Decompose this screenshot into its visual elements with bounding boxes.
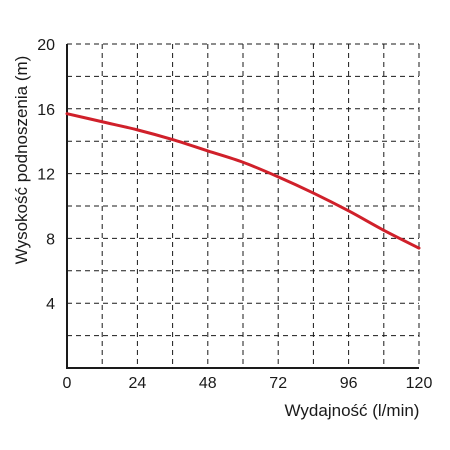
x-tick-label: 24 (129, 375, 147, 392)
y-axis-title: Wysokość podnoszenia (m) (12, 56, 31, 265)
y-tick-label: 8 (46, 231, 55, 248)
x-tick-label: 96 (340, 375, 358, 392)
y-tick-label: 4 (46, 296, 55, 313)
series-line (65, 112, 421, 250)
x-tick-label: 120 (406, 375, 433, 392)
x-axis-title: Wydajność (l/min) (285, 401, 420, 420)
y-tick-label: 20 (37, 37, 55, 54)
series (65, 112, 421, 250)
x-tick-label: 48 (199, 375, 217, 392)
x-tick-label: 0 (63, 375, 72, 392)
y-tick-label: 16 (37, 102, 55, 119)
x-tick-label: 72 (269, 375, 287, 392)
grid (67, 43, 420, 368)
axes (66, 44, 419, 369)
y-tick-label: 12 (37, 167, 55, 184)
